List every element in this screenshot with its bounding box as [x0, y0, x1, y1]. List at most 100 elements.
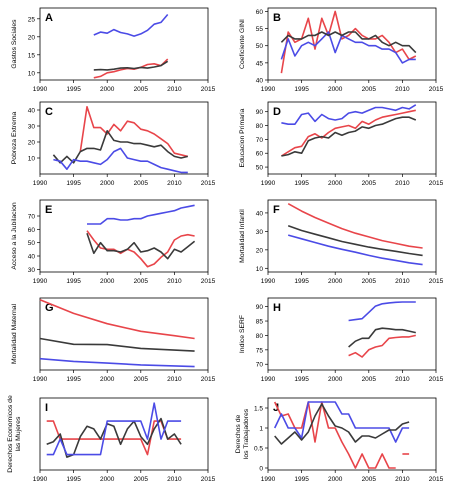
x-tick-label: 1995 — [294, 476, 309, 483]
x-tick-label: 2005 — [134, 476, 149, 483]
plot-frame — [267, 7, 437, 81]
y-tick-label: 90 — [256, 109, 264, 116]
y-tick-label: 75 — [256, 347, 264, 354]
panel-letter: F — [273, 204, 280, 216]
plot-frame — [267, 397, 437, 471]
x-tick-label: 1990 — [261, 86, 276, 93]
plot-frame — [39, 7, 209, 81]
y-axis-label: Educacion Primaria — [239, 108, 246, 167]
y-tick-label: 40 — [28, 108, 36, 115]
panel-f: F 1990 1995 2000 2005 2010 2015 10 20 30 40 Mortali… — [239, 199, 444, 285]
x-tick-label: 1995 — [294, 278, 309, 285]
x-tick-label: 1990 — [261, 278, 276, 285]
y-axis-label: Mortalidad Infantil — [239, 209, 246, 263]
x-tick-label: 1995 — [66, 86, 81, 93]
y-tick-label: 40 — [28, 254, 36, 261]
y-tick-label: 1 — [259, 426, 263, 433]
series-line-red — [86, 230, 195, 268]
x-tick-label: 2000 — [328, 180, 343, 187]
panel-i: I 1990 1995 2000 2005 2010 2015 Derechos Econom… — [7, 395, 216, 483]
panel-letter: J — [273, 402, 279, 414]
y-tick-label: 90 — [256, 304, 264, 311]
x-tick-label: 2000 — [328, 476, 343, 483]
panel-letter: B — [273, 12, 281, 24]
series-line-black — [348, 327, 416, 348]
x-tick-label: 2000 — [328, 376, 343, 383]
series-line-red — [39, 298, 195, 340]
series-line-red — [348, 334, 416, 358]
x-tick-label: 1990 — [33, 86, 48, 93]
y-axis-label: Gastos Sociales — [11, 19, 18, 69]
x-tick-label: 2005 — [362, 278, 377, 285]
x-tick-label: 2015 — [201, 86, 216, 93]
y-axis-label: Derechos Economicos de — [7, 395, 14, 473]
series-line-black — [93, 60, 169, 71]
series-line-black — [86, 233, 196, 260]
x-tick-label: 2000 — [100, 476, 115, 483]
x-tick-label: 2005 — [362, 180, 377, 187]
plot-frame — [39, 199, 209, 273]
x-tick-label: 1995 — [66, 180, 81, 187]
x-tick-label: 1990 — [33, 180, 48, 187]
series-line-black — [52, 130, 188, 164]
y-tick-label: 50 — [28, 240, 36, 247]
series-line-red — [280, 109, 416, 157]
series-line-blue — [46, 402, 182, 456]
y-tick-label: 1.5 — [254, 406, 263, 413]
y-tick-label: 50 — [256, 165, 264, 172]
x-tick-label: 2010 — [167, 86, 182, 93]
x-tick-label: 2015 — [201, 180, 216, 187]
y-tick-label: 60 — [256, 9, 264, 16]
x-tick-label: 2015 — [429, 86, 444, 93]
y-tick-label: 80 — [256, 123, 264, 130]
y-tick-label: 55 — [256, 26, 264, 33]
x-tick-label: 2010 — [167, 278, 182, 285]
x-tick-label: 1990 — [261, 476, 276, 483]
x-tick-label: 2005 — [362, 86, 377, 93]
x-tick-label: 2005 — [134, 180, 149, 187]
y-tick-label: 40 — [256, 210, 264, 217]
series-line-blue — [287, 234, 423, 266]
y-tick-label: 45 — [256, 60, 264, 67]
x-tick-label: 2010 — [167, 180, 182, 187]
x-tick-label: 2010 — [395, 180, 410, 187]
x-tick-label: 2000 — [328, 86, 343, 93]
series-line-blue — [87, 204, 195, 225]
x-tick-label: 2005 — [134, 278, 149, 285]
x-tick-label: 2010 — [167, 476, 182, 483]
x-tick-label: 2010 — [395, 86, 410, 93]
plot-frame — [39, 397, 209, 471]
series-line-blue — [53, 147, 188, 174]
y-tick-label: 10 — [28, 70, 36, 77]
y-tick-label: 10 — [256, 266, 264, 273]
y-tick-label: 40 — [256, 78, 264, 85]
y-axis-label: Coeficiente GINI — [239, 19, 246, 69]
y-tick-label: 0.5 — [254, 446, 263, 453]
panel-letter: G — [45, 302, 54, 314]
y-tick-label: 70 — [256, 362, 264, 369]
panel-j: J 1990 1995 2000 2005 2010 2015 0 0.5 1 1.5 Derecho… — [235, 397, 444, 483]
x-tick-label: 2000 — [100, 376, 115, 383]
panel-letter: D — [273, 106, 281, 118]
x-tick-label: 2015 — [201, 476, 216, 483]
x-tick-label: 1990 — [261, 180, 276, 187]
x-tick-label: 1995 — [66, 278, 81, 285]
x-tick-label: 2015 — [429, 476, 444, 483]
series-line-black — [281, 116, 417, 157]
series-line-black — [274, 403, 410, 445]
series-line-red — [79, 106, 188, 158]
panel-letter: A — [45, 12, 53, 24]
x-tick-label: 2005 — [134, 376, 149, 383]
plot-frame — [267, 199, 437, 273]
y-tick-label: 20 — [28, 34, 36, 41]
plot-frame — [267, 297, 437, 371]
series-line-red — [287, 202, 423, 249]
x-tick-label: 2000 — [100, 278, 115, 285]
y-tick-label: 60 — [28, 227, 36, 234]
series-line-blue — [39, 357, 195, 368]
y-axis-label: Pobreza Extrema — [11, 112, 18, 165]
series-line-blue — [280, 31, 416, 64]
y-tick-label: 60 — [256, 151, 264, 158]
y-tick-label: 85 — [256, 319, 264, 326]
